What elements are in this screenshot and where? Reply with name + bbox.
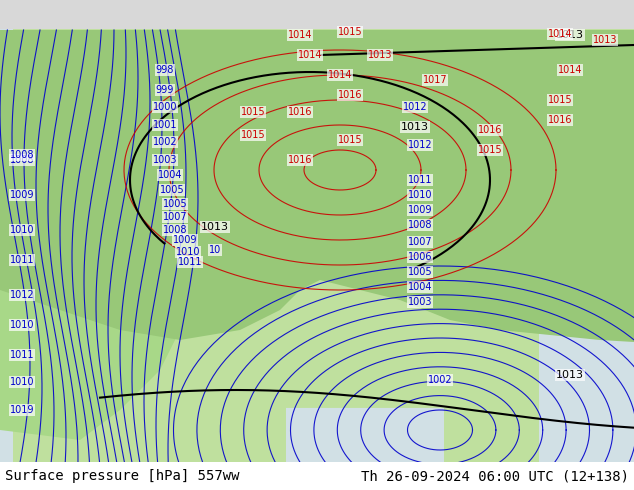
Text: 1012: 1012 <box>403 102 427 112</box>
Text: 1011: 1011 <box>10 255 34 265</box>
Text: 1016: 1016 <box>548 115 573 125</box>
Text: 1010: 1010 <box>10 225 34 235</box>
Text: Th 26-09-2024 06:00 UTC (12+138): Th 26-09-2024 06:00 UTC (12+138) <box>361 469 629 483</box>
Text: 1015: 1015 <box>338 27 362 37</box>
Text: 1013: 1013 <box>593 35 618 45</box>
Text: 998: 998 <box>156 65 174 75</box>
Text: 1009: 1009 <box>172 235 197 245</box>
Text: 1014: 1014 <box>548 29 573 39</box>
Text: 1013: 1013 <box>401 122 429 132</box>
Text: 1011: 1011 <box>408 175 432 185</box>
Polygon shape <box>0 30 634 440</box>
Text: 1015: 1015 <box>241 107 265 117</box>
Text: 1011: 1011 <box>178 257 202 267</box>
Text: 1015: 1015 <box>338 135 362 145</box>
Bar <box>0 462 634 490</box>
Text: 1014: 1014 <box>328 70 353 80</box>
Text: 10: 10 <box>209 245 221 255</box>
Text: 1010: 1010 <box>10 320 34 330</box>
Text: 1000: 1000 <box>153 102 178 112</box>
Text: 1016: 1016 <box>478 125 502 135</box>
Text: 1002: 1002 <box>153 137 178 147</box>
Text: 999: 999 <box>156 85 174 95</box>
Text: 1016: 1016 <box>288 155 313 165</box>
Text: 1013: 1013 <box>368 50 392 60</box>
Text: 1004: 1004 <box>408 282 432 292</box>
Text: 1012: 1012 <box>408 140 432 150</box>
Text: 1011: 1011 <box>10 350 34 360</box>
Text: 1013: 1013 <box>556 370 584 380</box>
Text: 1015: 1015 <box>548 95 573 105</box>
Polygon shape <box>0 30 634 342</box>
Text: 1002: 1002 <box>428 375 452 385</box>
Text: 1013: 1013 <box>556 30 584 40</box>
Text: 1015: 1015 <box>241 130 265 140</box>
Text: 1006: 1006 <box>198 463 223 473</box>
Text: 1012: 1012 <box>10 290 34 300</box>
Text: 1005: 1005 <box>163 199 187 209</box>
Text: Surface pressure [hPa] 557ww: Surface pressure [hPa] 557ww <box>5 469 240 483</box>
Text: 1010: 1010 <box>10 377 34 387</box>
Text: 1001: 1001 <box>153 120 178 130</box>
Text: 1007: 1007 <box>408 237 432 247</box>
Text: 1014: 1014 <box>558 65 582 75</box>
Text: 1006: 1006 <box>408 252 432 262</box>
Text: 1009: 1009 <box>408 205 432 215</box>
Text: 1017: 1017 <box>423 75 448 85</box>
Text: 1016: 1016 <box>338 90 362 100</box>
Text: 1016: 1016 <box>288 107 313 117</box>
Text: 1008: 1008 <box>408 220 432 230</box>
Text: 1007: 1007 <box>163 212 187 222</box>
Text: 1014: 1014 <box>288 30 313 40</box>
Text: 1005: 1005 <box>160 185 184 195</box>
Text: 1008: 1008 <box>163 225 187 235</box>
Text: 1015: 1015 <box>477 145 502 155</box>
Text: 1003: 1003 <box>153 155 178 165</box>
Text: 1010: 1010 <box>176 247 200 257</box>
Text: 1014: 1014 <box>298 50 322 60</box>
Text: 1005: 1005 <box>408 267 432 277</box>
Text: 1003: 1003 <box>408 297 432 307</box>
Text: 1008: 1008 <box>10 155 34 165</box>
Text: 1009: 1009 <box>10 190 34 200</box>
Text: 1010: 1010 <box>408 190 432 200</box>
Text: 1019: 1019 <box>10 405 34 415</box>
Text: 1012: 1012 <box>338 463 362 473</box>
Text: 1004: 1004 <box>158 170 182 180</box>
Text: 1013: 1013 <box>201 222 229 232</box>
Text: 1008: 1008 <box>10 150 34 160</box>
